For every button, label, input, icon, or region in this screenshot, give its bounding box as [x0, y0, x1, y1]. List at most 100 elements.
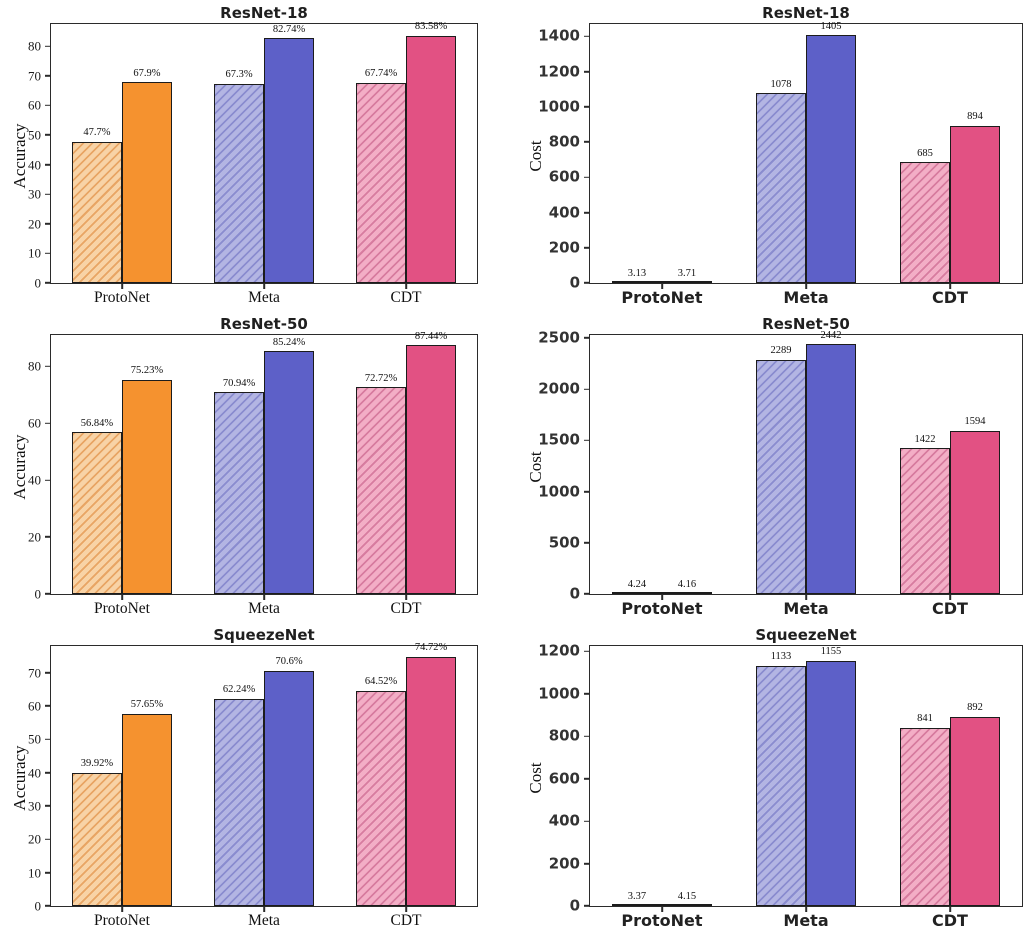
- bar-group-protonet: 3.37 4.15: [611, 646, 712, 906]
- bar-value-label: 3.13: [627, 267, 647, 279]
- bar-protonet-solid: [661, 592, 712, 594]
- bar-group-meta: 70.94% 85.24%: [214, 335, 314, 594]
- chart-title: SqueezeNet: [213, 626, 315, 644]
- bar-group-protonet: 3.13 3.71: [611, 24, 712, 283]
- bar-slot: 67.74%: [356, 24, 406, 283]
- bar-value-label: 47.7%: [83, 127, 111, 139]
- y-tick-mark: [45, 282, 51, 284]
- y-tick-label: 2000: [538, 379, 580, 398]
- x-tick-label-protonet: ProtoNet: [94, 600, 150, 617]
- chart-title: ResNet-50: [220, 315, 308, 333]
- y-tick-label: 70: [28, 665, 41, 681]
- bar-group-protonet: 4.24 4.16: [611, 335, 712, 594]
- x-tick-label-meta: Meta: [248, 600, 280, 617]
- x-tick-mark: [121, 594, 123, 600]
- y-tick-mark: [45, 805, 51, 807]
- y-tick-label: 800: [548, 132, 580, 151]
- x-tick-label-cdt: CDT: [390, 600, 422, 617]
- y-tick-label: 80: [28, 38, 41, 54]
- y-tick-mark: [45, 365, 51, 368]
- x-tick-mark: [405, 283, 407, 289]
- bar-slot: 85.24%: [264, 335, 314, 594]
- y-tick-mark: [584, 211, 590, 214]
- x-tick-label-meta: Meta: [783, 288, 829, 307]
- y-axis-label: Accuracy: [10, 122, 29, 189]
- x-tick-label-meta: Meta: [783, 911, 829, 930]
- x-tick-mark: [805, 906, 807, 912]
- bar-slot: 64.52%: [356, 646, 406, 906]
- x-tick-mark: [805, 594, 807, 600]
- bar-slot: 39.92%: [71, 646, 122, 906]
- y-tick-mark: [45, 223, 51, 225]
- x-tick-label-protonet: ProtoNet: [621, 599, 703, 618]
- bar-cdt-hatched: [900, 162, 950, 283]
- bar-slot: 1594: [950, 335, 1000, 594]
- y-tick-label: 0: [569, 273, 580, 292]
- y-tick-mark: [584, 141, 590, 143]
- chart-title: ResNet-18: [762, 4, 850, 22]
- y-tick-label: 50: [28, 731, 41, 747]
- y-tick-label: 30: [28, 186, 41, 202]
- y-tick-label: 600: [548, 769, 580, 788]
- x-tick-mark: [805, 283, 807, 289]
- y-tick-mark: [45, 163, 51, 166]
- bar-value-label: 892: [967, 702, 983, 714]
- bar-cdt-solid: [406, 345, 456, 594]
- y-tick-mark: [45, 593, 51, 595]
- plot-area: SqueezeNet 0 200 400 600 800 1000 1200 ProtoNet 3…: [538, 626, 1023, 929]
- bar-meta-solid: [264, 38, 314, 283]
- y-tick-mark: [45, 75, 51, 77]
- y-tick-label: 10: [28, 245, 41, 261]
- y-tick-mark: [584, 70, 590, 73]
- y-tick-label: 60: [28, 97, 41, 113]
- bar-slot: 70.6%: [264, 646, 314, 906]
- bar-value-label: 72.72%: [364, 372, 398, 384]
- y-tick-label: 0: [34, 586, 42, 602]
- y-tick-label: 2500: [538, 328, 580, 347]
- bar-value-label: 57.65%: [130, 699, 164, 711]
- y-tick-label: 60: [28, 698, 41, 714]
- bar-value-label: 82.74%: [272, 23, 306, 35]
- chart-title: ResNet-50: [762, 315, 850, 333]
- bar-protonet-solid: [121, 379, 172, 594]
- bar-value-label: 841: [917, 713, 933, 725]
- chart-title: SqueezeNet: [755, 626, 857, 644]
- chart-panel-squeezenet-accuracy: Accuracy SqueezeNet 0 10 20 30 40 50 60 70 ProtoNe…: [0, 622, 516, 934]
- y-tick-label: 1500: [538, 430, 580, 449]
- y-tick-label: 1000: [538, 684, 580, 703]
- bar-value-label: 83.58%: [414, 21, 448, 33]
- y-tick-mark: [584, 692, 590, 695]
- y-tick-mark: [45, 771, 51, 774]
- x-tick-mark: [661, 594, 663, 600]
- bar-group-cdt: 67.74% 83.58%: [356, 21, 456, 283]
- bar-value-label: 1422: [914, 433, 936, 445]
- y-axis-label: Accuracy: [10, 433, 29, 500]
- bar-slot: 2289: [756, 335, 806, 594]
- chart-panel-squeezenet-cost: Cost SqueezeNet 0 200 400 600 800 1000 1200 Proto…: [516, 622, 1032, 934]
- bar-group-cdt: 841 892: [900, 646, 1000, 906]
- y-axis-label: Accuracy: [10, 745, 29, 811]
- bar-value-label: 2289: [770, 345, 792, 357]
- bar-value-label: 56.84%: [80, 417, 114, 429]
- x-tick-mark: [405, 906, 407, 912]
- y-tick-mark: [45, 104, 51, 107]
- bar-value-label: 67.3%: [225, 69, 253, 81]
- bar-meta-solid: [806, 660, 856, 906]
- y-tick-label: 200: [548, 854, 580, 873]
- bar-slot: 1133: [756, 646, 806, 906]
- plot-area: ResNet-50 0 500 1000 1500 2000 2500 ProtoNet 4.2…: [538, 315, 1023, 617]
- y-tick-mark: [45, 134, 51, 136]
- bar-cdt-hatched: [356, 690, 406, 906]
- bar-value-label: 4.16: [677, 578, 697, 590]
- x-tick-mark: [263, 594, 265, 600]
- bar-meta-hatched: [214, 392, 264, 594]
- x-tick-mark: [263, 906, 265, 912]
- x-tick-label-meta: Meta: [783, 599, 829, 618]
- bar-cdt-hatched: [356, 82, 406, 283]
- bar-protonet-hatched: [71, 141, 122, 283]
- plot-area: ResNet-50 0 20 40 60 80 ProtoNet 56.84% 75.23% Me…: [28, 315, 478, 616]
- y-tick-mark: [45, 252, 51, 255]
- bar-meta-hatched: [756, 665, 806, 906]
- y-tick-label: 20: [28, 529, 41, 545]
